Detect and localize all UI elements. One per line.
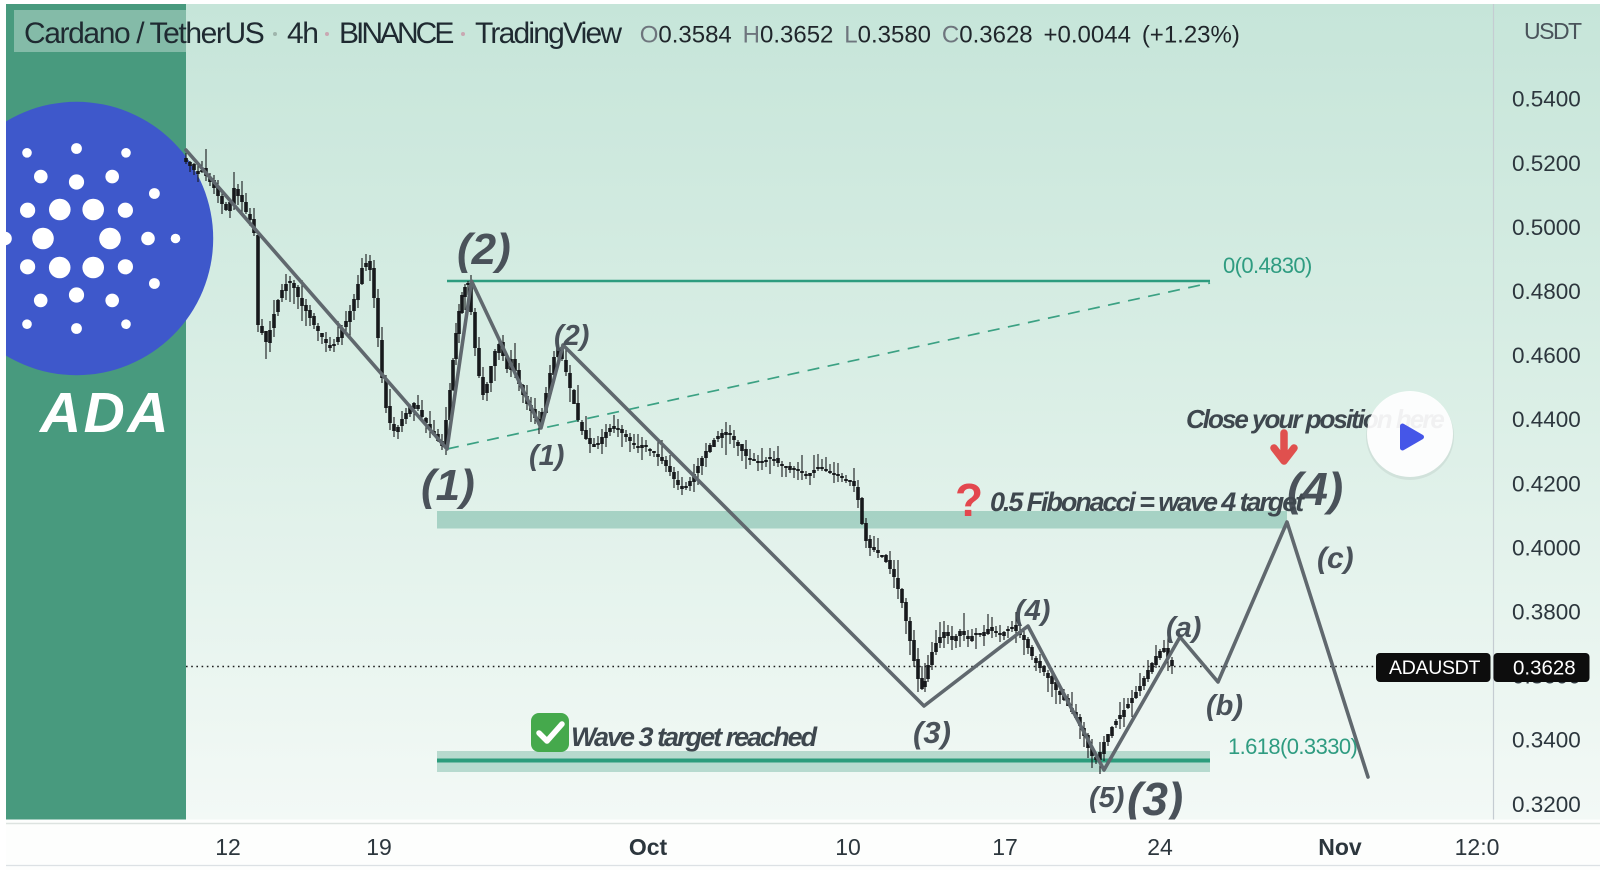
svg-text:BINANCE: BINANCE [339, 17, 453, 50]
svg-text:0.4600: 0.4600 [1512, 343, 1581, 368]
svg-text:(3): (3) [1127, 773, 1183, 825]
svg-text:0.3628: 0.3628 [1513, 657, 1576, 680]
svg-text:0(0.4830): 0(0.4830) [1223, 253, 1312, 278]
svg-text:19: 19 [366, 834, 392, 860]
svg-text:Nov: Nov [1318, 834, 1362, 860]
svg-text:0.4200: 0.4200 [1512, 471, 1581, 496]
svg-text:0.5000: 0.5000 [1512, 215, 1581, 240]
svg-text:10: 10 [835, 834, 861, 860]
svg-text:(4): (4) [1287, 463, 1343, 515]
svg-text:0.4400: 0.4400 [1512, 407, 1581, 432]
svg-text:(1): (1) [529, 440, 564, 472]
svg-text:(2): (2) [457, 225, 511, 274]
svg-text:0.5200: 0.5200 [1512, 151, 1581, 176]
svg-text:4h: 4h [287, 17, 318, 50]
svg-text:(2): (2) [554, 320, 589, 352]
svg-text:24: 24 [1147, 834, 1173, 860]
svg-text:ADAUSDT: ADAUSDT [1389, 657, 1480, 679]
svg-text:TradingView: TradingView [475, 17, 622, 50]
svg-text:(4): (4) [1015, 595, 1050, 627]
svg-text:17: 17 [992, 834, 1018, 860]
svg-text:O0.3584 H0.3652 L0.3580 C0.362: O0.3584 H0.3652 L0.3580 C0.3628 +0.0044 … [640, 22, 1240, 49]
svg-text:Oct: Oct [629, 834, 668, 860]
svg-text:0.3800: 0.3800 [1512, 600, 1581, 625]
svg-text:0.5400: 0.5400 [1512, 87, 1581, 112]
svg-text:Wave 3 target reached: Wave 3 target reached [571, 722, 818, 752]
svg-text:(5): (5) [1089, 782, 1124, 814]
svg-text:12:0: 12:0 [1455, 834, 1500, 860]
svg-text:?: ? [955, 474, 983, 526]
svg-text:0.5 Fibonacci = wave 4 target: 0.5 Fibonacci = wave 4 target [990, 487, 1305, 517]
svg-text:(c): (c) [1317, 542, 1354, 575]
svg-text:(b): (b) [1206, 690, 1243, 722]
svg-text:Cardano / TetherUS: Cardano / TetherUS [24, 17, 264, 50]
svg-text:(1): (1) [421, 461, 475, 510]
svg-text:0.4800: 0.4800 [1512, 279, 1581, 304]
svg-text:(3): (3) [913, 715, 951, 750]
svg-text:0.3200: 0.3200 [1512, 792, 1581, 817]
svg-text:USDT: USDT [1524, 18, 1582, 44]
svg-text:0.3400: 0.3400 [1512, 728, 1581, 753]
svg-text:1.618(0.3330): 1.618(0.3330) [1228, 734, 1357, 759]
svg-text:0.4000: 0.4000 [1512, 535, 1581, 560]
svg-text:ADA: ADA [38, 381, 171, 445]
svg-text:12: 12 [215, 834, 241, 860]
svg-text:(a): (a) [1166, 612, 1201, 644]
